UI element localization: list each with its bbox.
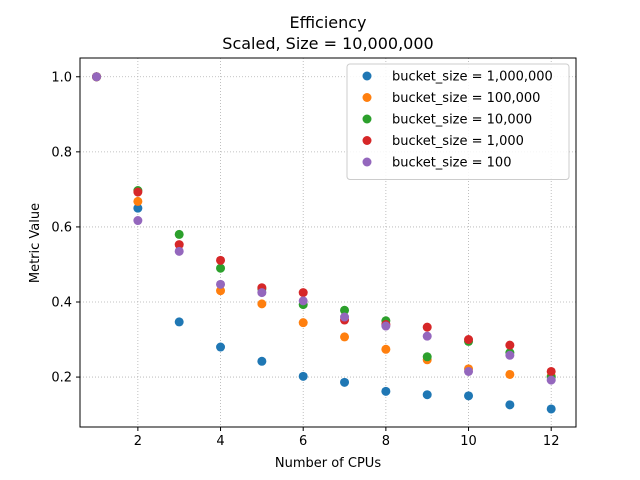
data-point	[381, 386, 391, 396]
data-point	[298, 371, 308, 381]
legend-label: bucket_size = 100	[392, 156, 511, 171]
legend-marker	[362, 71, 372, 81]
x-tick-label: 2	[134, 434, 142, 449]
legend: bucket_size = 1,000,000 bucket_size = 100…	[346, 63, 570, 180]
data-point	[298, 296, 308, 306]
data-point	[133, 203, 143, 213]
chart-title: Efficiency	[289, 13, 366, 32]
data-point	[216, 286, 226, 296]
data-point	[381, 344, 391, 354]
legend-label: bucket_size = 1,000	[392, 134, 524, 149]
data-point	[92, 72, 102, 82]
data-point	[546, 375, 556, 385]
x-tick-label: 4	[216, 434, 224, 449]
data-point	[216, 342, 226, 352]
data-point	[381, 321, 391, 331]
data-point	[174, 246, 184, 256]
x-tick-label: 10	[460, 434, 477, 449]
data-point	[298, 318, 308, 328]
data-point	[464, 335, 474, 345]
data-point	[257, 288, 267, 298]
data-point	[174, 240, 184, 250]
data-point	[216, 263, 226, 273]
data-point	[340, 332, 350, 342]
data-point	[422, 331, 432, 341]
legend-marker	[362, 157, 372, 167]
x-axis-label: Number of CPUs	[275, 456, 381, 471]
data-point	[340, 377, 350, 387]
legend-marker	[362, 136, 372, 145]
data-point	[216, 279, 226, 289]
data-point	[464, 391, 474, 401]
data-point	[298, 288, 308, 298]
legend-frame	[346, 63, 570, 180]
data-point	[505, 400, 515, 410]
data-point	[216, 255, 226, 265]
data-point	[422, 322, 432, 332]
data-point	[546, 366, 556, 376]
y-tick-label: 0.8	[51, 145, 72, 160]
x-tick-label: 8	[382, 434, 390, 449]
data-points	[92, 72, 556, 414]
axis-ticks: 2 4 6 8 10 12 0.2 0.4 0.6 0.8 1.0	[51, 70, 559, 449]
data-point	[464, 366, 474, 376]
legend-label: bucket_size = 100,000	[392, 91, 540, 106]
plot-frame	[79, 57, 577, 428]
legend-label: bucket_size = 10,000	[392, 113, 532, 128]
legend-marker	[362, 93, 372, 102]
data-point	[505, 350, 515, 360]
data-point	[257, 356, 267, 366]
data-point	[133, 187, 143, 197]
data-point	[174, 229, 184, 239]
legend-label: bucket_size = 1,000,000	[392, 70, 553, 85]
data-point	[505, 369, 515, 379]
data-point	[505, 340, 515, 350]
x-tick-label: 12	[543, 434, 560, 449]
data-point	[422, 390, 432, 400]
legend-marker	[362, 114, 372, 124]
x-tick-label: 6	[299, 434, 307, 449]
chart-subtitle: Scaled, Size = 10,000,000	[222, 34, 433, 53]
data-point	[174, 317, 184, 327]
y-tick-label: 0.4	[51, 295, 72, 310]
y-tick-label: 0.2	[51, 371, 72, 386]
data-point	[340, 312, 350, 322]
y-axis-label: Metric Value	[28, 203, 43, 283]
data-point	[546, 404, 556, 414]
data-point	[257, 299, 267, 309]
data-point	[422, 352, 432, 362]
data-point	[133, 196, 143, 206]
data-point	[133, 216, 143, 226]
data-point	[340, 305, 350, 315]
y-tick-label: 1.0	[51, 70, 72, 85]
y-tick-label: 0.6	[51, 220, 72, 235]
